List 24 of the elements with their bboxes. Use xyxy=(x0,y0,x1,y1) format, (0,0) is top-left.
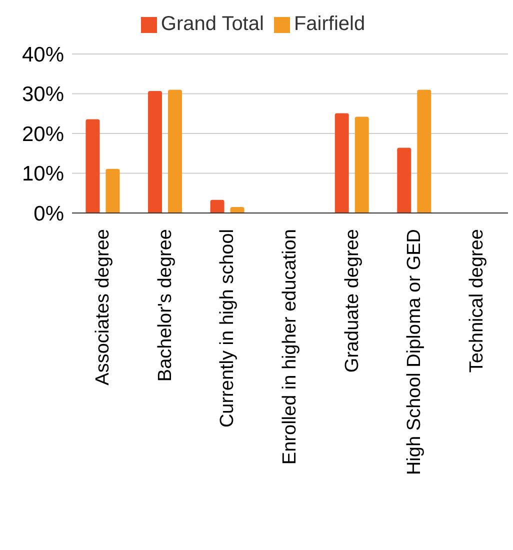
bar xyxy=(86,119,100,213)
y-tick-label: 20% xyxy=(22,122,64,146)
legend-label: Grand Total xyxy=(160,13,264,35)
y-tick-label: 30% xyxy=(22,83,64,106)
x-tick-label: Associates degree xyxy=(92,229,114,386)
bar xyxy=(397,148,412,213)
bar xyxy=(168,90,182,213)
x-tick-label: Currently in high school xyxy=(217,229,238,428)
x-tick-label: High School Diploma or GED xyxy=(404,229,426,476)
bar xyxy=(148,90,162,213)
bar xyxy=(210,200,224,213)
x-tick-label: Enrolled in higher education xyxy=(280,229,300,465)
bar xyxy=(106,168,120,213)
bar xyxy=(354,116,369,213)
bar xyxy=(417,90,432,213)
x-tick-label: Graduate degree xyxy=(342,229,363,373)
x-tick-label: Technical degree xyxy=(466,229,488,373)
x-tick-label: Bachelor's degree xyxy=(154,229,176,382)
y-tick-label: 10% xyxy=(22,162,64,186)
legend-label: Fairfield xyxy=(294,13,366,35)
bar xyxy=(334,113,349,213)
y-tick-label: 40% xyxy=(22,43,64,66)
bar xyxy=(230,207,244,213)
y-tick-label: 0% xyxy=(34,202,64,226)
